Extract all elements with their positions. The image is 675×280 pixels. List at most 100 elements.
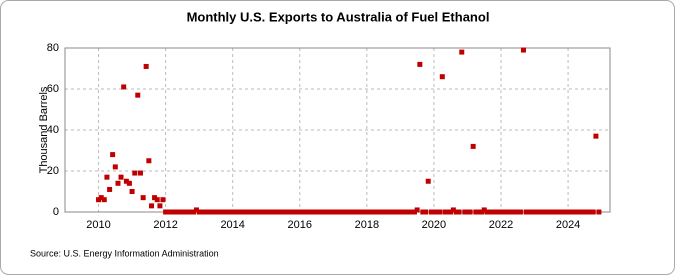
point	[104, 174, 110, 180]
point	[308, 209, 314, 215]
point	[305, 209, 311, 215]
point	[381, 209, 387, 215]
point	[392, 209, 398, 215]
point	[322, 209, 328, 215]
point	[330, 209, 336, 215]
point	[573, 209, 579, 215]
point	[350, 209, 356, 215]
point	[515, 209, 521, 215]
point	[286, 209, 292, 215]
point	[344, 209, 350, 215]
y-tick-label: 60	[47, 83, 59, 95]
point	[160, 197, 166, 203]
x-tick-label: 2022	[489, 219, 513, 231]
point	[314, 209, 320, 215]
point	[506, 209, 512, 215]
point	[174, 209, 180, 215]
point	[464, 209, 470, 215]
point	[529, 209, 535, 215]
point	[179, 209, 185, 215]
point	[196, 209, 202, 215]
point	[246, 209, 252, 215]
x-tick-label: 2020	[422, 219, 446, 231]
point	[383, 209, 389, 215]
point	[479, 209, 485, 215]
point	[579, 209, 585, 215]
point	[565, 209, 571, 215]
point	[487, 209, 493, 215]
point	[517, 209, 523, 215]
point	[132, 170, 138, 176]
point	[462, 209, 468, 215]
point	[546, 209, 552, 215]
point	[425, 178, 431, 184]
point	[557, 209, 563, 215]
point	[467, 209, 473, 215]
point	[400, 209, 406, 215]
point	[562, 209, 568, 215]
point	[453, 209, 459, 215]
point	[492, 209, 498, 215]
point	[219, 209, 225, 215]
point	[266, 209, 272, 215]
point	[185, 209, 191, 215]
point	[378, 209, 384, 215]
y-tick-label: 0	[53, 206, 59, 218]
point	[582, 209, 588, 215]
point	[274, 209, 280, 215]
point	[532, 209, 538, 215]
point	[559, 209, 565, 215]
point	[182, 209, 188, 215]
point	[140, 195, 146, 201]
point	[431, 209, 437, 215]
point	[423, 209, 429, 215]
point	[299, 209, 305, 215]
point	[188, 209, 194, 215]
point	[353, 209, 359, 215]
point	[339, 209, 345, 215]
point	[543, 209, 549, 215]
point	[395, 209, 401, 215]
point	[129, 189, 135, 194]
point	[126, 180, 132, 186]
source: Source: U.S. Energy Information Administ…	[30, 248, 219, 258]
point	[190, 209, 196, 215]
point	[459, 49, 465, 55]
point	[137, 170, 143, 176]
point	[501, 209, 507, 215]
point	[221, 209, 227, 215]
point	[490, 209, 496, 215]
point	[439, 74, 445, 80]
point	[291, 209, 297, 215]
point	[101, 197, 107, 203]
point	[445, 209, 451, 215]
point	[107, 186, 113, 192]
point	[241, 209, 247, 215]
point	[230, 209, 236, 215]
point	[325, 209, 331, 215]
point	[476, 209, 482, 215]
point	[481, 207, 487, 213]
point	[277, 209, 283, 215]
point	[389, 209, 395, 215]
point	[576, 209, 582, 215]
point	[258, 209, 264, 215]
point	[554, 209, 560, 215]
point	[585, 209, 591, 215]
point	[177, 209, 183, 215]
point	[210, 209, 216, 215]
point	[269, 209, 275, 215]
point	[311, 209, 317, 215]
point	[548, 209, 554, 215]
point	[448, 209, 454, 215]
point	[509, 209, 515, 215]
point	[213, 209, 219, 215]
point	[512, 209, 518, 215]
x-tick-label: 2018	[355, 219, 379, 231]
point	[333, 209, 339, 215]
point	[115, 180, 121, 186]
point	[442, 209, 448, 215]
point	[437, 209, 443, 215]
point	[205, 209, 211, 215]
